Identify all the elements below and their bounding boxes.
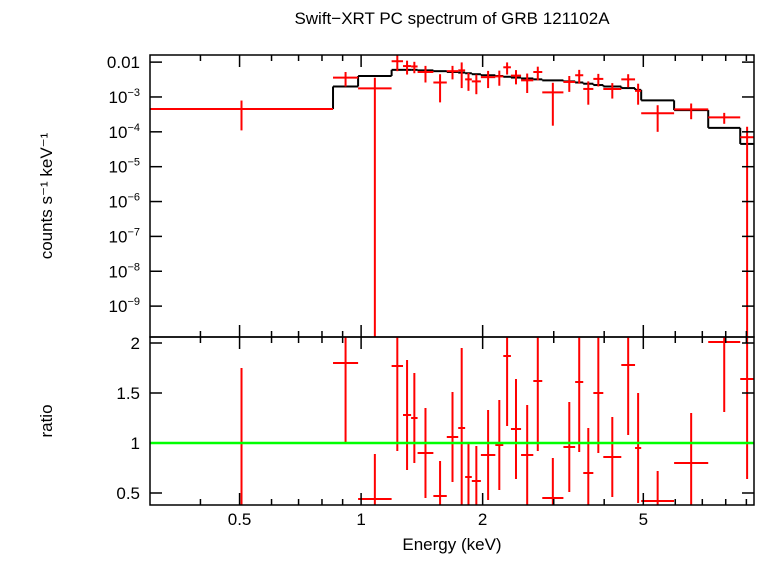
plot-area [150, 55, 754, 337]
y-tick-label: 10−8 [109, 261, 140, 281]
y-tick-label: 10−4 [109, 122, 140, 142]
y-tick-label: 10−5 [109, 157, 140, 177]
y-tick-label: 10−9 [109, 296, 140, 316]
x-axis-label: Energy (keV) [402, 535, 501, 554]
chart-title: Swift−XRT PC spectrum of GRB 121102A [294, 9, 610, 28]
y-tick-label: 1 [131, 434, 140, 453]
x-tick-label: 1 [356, 510, 365, 529]
x-tick-label: 2 [478, 510, 487, 529]
y-tick-label: 0.01 [107, 53, 140, 72]
y-tick-label: 1.5 [116, 384, 140, 403]
plot-frame [149, 336, 755, 506]
y-axis-label: ratio [37, 404, 56, 437]
y-tick-label: 0.5 [116, 484, 140, 503]
x-tick-label: 0.5 [228, 510, 252, 529]
x-tick-label: 5 [639, 510, 648, 529]
y-tick-label: 10−7 [109, 226, 140, 246]
y-tick-label: 10−3 [109, 87, 140, 107]
y-tick-label: 2 [131, 334, 140, 353]
y-tick-label: 10−6 [109, 192, 140, 212]
plot-frame [149, 54, 755, 338]
plot-area [150, 337, 754, 505]
y-axis-label: counts s⁻¹ keV⁻¹ [37, 132, 56, 259]
